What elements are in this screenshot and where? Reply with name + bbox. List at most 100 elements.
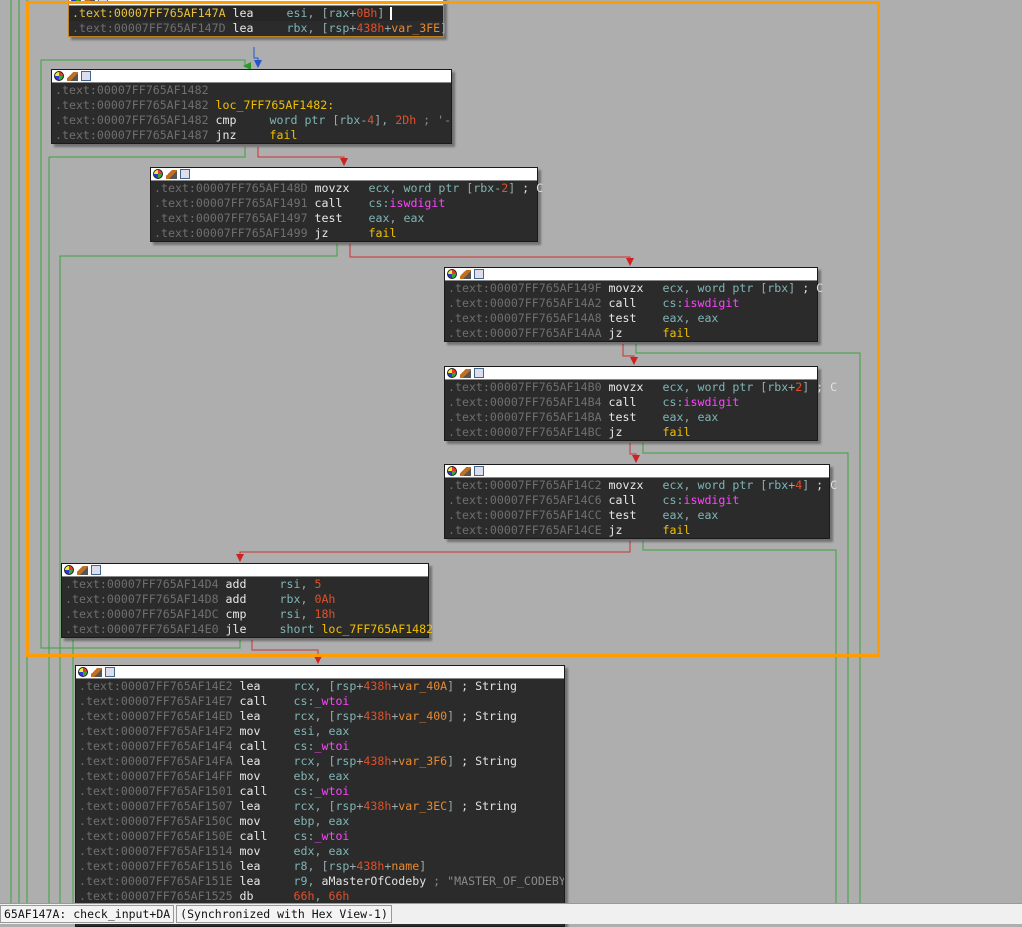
code-block[interactable]: .text:00007FF765AF14C2 movzx ecx, word pt… <box>444 464 837 539</box>
asm-line[interactable]: .text:00007FF765AF1482 <box>52 83 451 98</box>
asm-line[interactable]: .text:00007FF765AF1491 call cs:iswdigit <box>151 196 537 211</box>
asm-line[interactable]: .text:00007FF765AF147A lea esi, [rax+0Bh] <box>69 6 443 21</box>
color-palette-icon[interactable] <box>447 466 457 476</box>
asm-line[interactable]: .text:00007FF765AF1525 db 66h, 66h <box>76 889 564 904</box>
edit-icon[interactable] <box>166 169 177 179</box>
operand-num: 438h <box>356 859 385 873</box>
operand-lab[interactable]: fail <box>662 326 691 340</box>
operand-var[interactable]: var_3EC <box>398 799 448 813</box>
asm-line[interactable]: .text:00007FF765AF14AA jz fail <box>445 326 817 341</box>
asm-line[interactable]: .text:00007FF765AF14BC jz fail <box>445 425 817 440</box>
color-palette-icon[interactable] <box>54 71 64 81</box>
asm-line[interactable]: .text:00007FF765AF1501 call cs:_wtoi <box>76 784 564 799</box>
edit-icon[interactable] <box>460 466 471 476</box>
asm-line[interactable]: .text:00007FF765AF14A8 test eax, eax <box>445 311 817 326</box>
graph-icon[interactable] <box>180 169 190 179</box>
edit-icon[interactable] <box>67 71 78 81</box>
asm-line[interactable]: .text:00007FF765AF14E7 call cs:_wtoi <box>76 694 564 709</box>
operand-fn[interactable]: _wtoi <box>314 739 350 753</box>
color-palette-icon[interactable] <box>71 0 81 4</box>
asm-line[interactable]: .text:00007FF765AF14FF mov ebx, eax <box>76 769 564 784</box>
operand-var[interactable]: var_400 <box>398 709 448 723</box>
color-palette-icon[interactable] <box>447 269 457 279</box>
operand-fn[interactable]: _wtoi <box>314 784 350 798</box>
code-block[interactable]: .text:00007FF765AF1482 .text:00007FF765A… <box>51 69 458 144</box>
asm-line[interactable]: .text:00007FF765AF1487 jnz fail <box>52 128 451 143</box>
edit-icon[interactable] <box>460 269 471 279</box>
operand-var[interactable]: var_40A <box>398 679 448 693</box>
asm-line[interactable]: .text:00007FF765AF1497 test eax, eax <box>151 211 537 226</box>
edit-icon[interactable] <box>460 368 471 378</box>
edit-icon[interactable] <box>77 565 88 575</box>
operand-fn[interactable]: iswdigit <box>683 296 740 310</box>
asm-line[interactable]: .text:00007FF765AF1514 mov edx, eax <box>76 844 564 859</box>
edit-icon[interactable] <box>84 0 95 4</box>
color-palette-icon[interactable] <box>64 565 74 575</box>
asm-line[interactable]: .text:00007FF765AF14A2 call cs:iswdigit <box>445 296 817 311</box>
code-block[interactable]: .text:00007FF765AF14E2 lea rcx, [rsp+438h… <box>75 665 565 927</box>
asm-line[interactable]: .text:00007FF765AF148D movzx ecx, word pt… <box>151 181 543 196</box>
asm-line[interactable]: .text:00007FF765AF14DC cmp rsi, 18h <box>62 607 428 622</box>
asm-line[interactable]: .text:00007FF765AF1482 cmp word ptr [rbx-… <box>52 113 458 128</box>
asm-line[interactable]: .text:00007FF765AF149F movzx ecx, word pt… <box>445 281 823 296</box>
operand-fn[interactable]: iswdigit <box>683 493 740 507</box>
operand-fn[interactable]: _wtoi <box>314 829 350 843</box>
mnemonic: jz <box>608 326 623 340</box>
operand-fn[interactable]: _wtoi <box>314 694 350 708</box>
asm-line[interactable]: .text:00007FF765AF151E lea r9, aMasterOfC… <box>76 874 564 889</box>
operand-var[interactable]: var_3FE <box>391 21 441 35</box>
graph-icon[interactable] <box>474 466 484 476</box>
graph-icon[interactable] <box>105 667 115 677</box>
operand-lab[interactable]: loc_7FF765AF1482 <box>321 622 434 636</box>
operand-lab[interactable]: fail <box>662 523 691 537</box>
operand-lab[interactable]: fail <box>269 128 298 142</box>
asm-line[interactable]: .text:00007FF765AF14C2 movzx ecx, word pt… <box>445 478 837 493</box>
asm-line[interactable]: .text:00007FF765AF14F4 call cs:_wtoi <box>76 739 564 754</box>
asm-line[interactable]: .text:00007FF765AF1507 lea rcx, [rsp+438h… <box>76 799 564 814</box>
asm-line[interactable]: .text:00007FF765AF1482 loc_7FF765AF1482: <box>52 98 451 113</box>
operand-lab[interactable]: fail <box>368 226 397 240</box>
asm-line[interactable]: .text:00007FF765AF14BA test eax, eax <box>445 410 817 425</box>
code-block[interactable]: .text:00007FF765AF148D movzx ecx, word pt… <box>150 167 543 242</box>
color-palette-icon[interactable] <box>447 368 457 378</box>
color-palette-icon[interactable] <box>153 169 163 179</box>
asm-line[interactable]: .text:00007FF765AF14CE jz fail <box>445 523 829 538</box>
graph-icon[interactable] <box>474 368 484 378</box>
graph-icon[interactable] <box>91 565 101 575</box>
asm-line[interactable]: .text:00007FF765AF14F2 mov esi, eax <box>76 724 564 739</box>
address: .text:00007FF765AF14D4 <box>65 577 219 591</box>
asm-line[interactable]: .text:00007FF765AF14ED lea rcx, [rsp+438h… <box>76 709 564 724</box>
operand-var[interactable]: name <box>391 859 420 873</box>
asm-line[interactable]: .text:00007FF765AF150C mov ebp, eax <box>76 814 564 829</box>
operand-fn[interactable]: iswdigit <box>389 196 446 210</box>
color-palette-icon[interactable] <box>78 667 88 677</box>
code-block[interactable]: .text:00007FF765AF147A lea esi, [rax+0Bh]… <box>68 0 447 37</box>
asm-line[interactable]: .text:00007FF765AF1516 lea r8, [rsp+438h+… <box>76 859 564 874</box>
asm-line[interactable]: .text:00007FF765AF14B4 call cs:iswdigit <box>445 395 817 410</box>
asm-line[interactable]: .text:00007FF765AF150E call cs:_wtoi <box>76 829 564 844</box>
code-label[interactable]: loc_7FF765AF1482: <box>215 98 335 112</box>
operand-num: 0Bh <box>356 6 378 20</box>
graph-icon[interactable] <box>81 71 91 81</box>
asm-line[interactable]: .text:00007FF765AF14E2 lea rcx, [rsp+438h… <box>76 679 564 694</box>
operand-fn[interactable]: iswdigit <box>683 395 740 409</box>
mnemonic: lea <box>232 21 254 35</box>
asm-line[interactable]: .text:00007FF765AF14FA lea rcx, [rsp+438h… <box>76 754 564 769</box>
asm-line[interactable]: .text:00007FF765AF14CC test eax, eax <box>445 508 829 523</box>
graph-icon[interactable] <box>98 0 108 4</box>
asm-line[interactable]: .text:00007FF765AF14D8 add rbx, 0Ah <box>62 592 428 607</box>
code-block[interactable]: .text:00007FF765AF14D4 add rsi, 5 .text:00… <box>61 563 433 638</box>
asm-line[interactable]: .text:00007FF765AF14D4 add rsi, 5 <box>62 577 428 592</box>
code-block[interactable]: .text:00007FF765AF14B0 movzx ecx, word pt… <box>444 366 837 441</box>
asm-line[interactable]: .text:00007FF765AF14C6 call cs:iswdigit <box>445 493 829 508</box>
operand-lab[interactable]: fail <box>662 425 691 439</box>
asm-line[interactable]: .text:00007FF765AF147D lea rbx, [rsp+438h… <box>69 21 447 36</box>
asm-line[interactable]: .text:00007FF765AF14E0 jle short loc_7FF7… <box>62 622 433 637</box>
operand-var[interactable]: var_3F6 <box>398 754 448 768</box>
asm-line[interactable]: .text:00007FF765AF14B0 movzx ecx, word pt… <box>445 380 837 395</box>
operand-reg: rcx <box>293 799 315 813</box>
graph-icon[interactable] <box>474 269 484 279</box>
asm-line[interactable]: .text:00007FF765AF1499 jz fail <box>151 226 537 241</box>
edit-icon[interactable] <box>91 667 102 677</box>
code-block[interactable]: .text:00007FF765AF149F movzx ecx, word pt… <box>444 267 823 342</box>
